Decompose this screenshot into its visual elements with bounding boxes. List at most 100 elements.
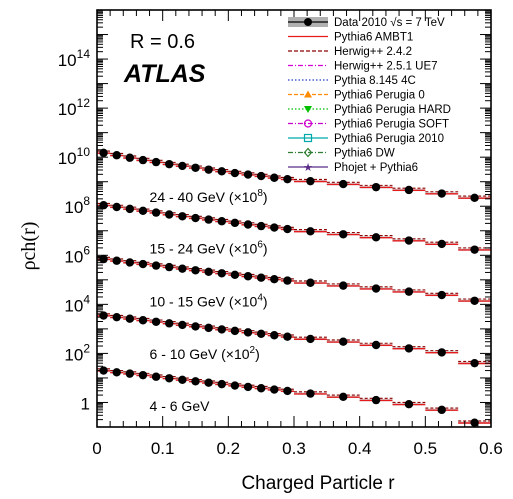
- data-point: [243, 272, 253, 281]
- data-point: [125, 153, 135, 162]
- data-point: [283, 174, 292, 184]
- legend-label: Pythia6 AMBT1: [334, 32, 413, 44]
- data-point: [371, 182, 381, 192]
- series-0: [97, 148, 491, 203]
- data-point: [283, 224, 292, 234]
- data-point: [306, 334, 315, 344]
- series-label: 15 - 24 GeV (×106): [150, 239, 268, 256]
- data-point: [230, 218, 240, 228]
- radius-annotation: R = 0.6: [130, 31, 195, 53]
- data-point: [470, 418, 479, 427]
- data-point: [217, 379, 226, 389]
- y-tick-label: 106: [64, 243, 90, 266]
- data-point: [191, 163, 200, 172]
- data-point: [151, 261, 161, 270]
- x-tick-label: 0.5: [414, 439, 438, 458]
- data-point: [243, 170, 253, 179]
- series-4: [97, 366, 491, 427]
- data-point: [217, 217, 226, 226]
- data-point: [112, 151, 121, 160]
- legend: Data 2010 √s = 7 TeV Pythia6 AMBT1 Herwig+…: [288, 16, 451, 174]
- data-point: [191, 322, 200, 331]
- x-tick-label: 0.2: [217, 439, 241, 458]
- legend-entry: Herwig++ 2.4.2: [288, 46, 412, 58]
- data-point: [470, 296, 479, 305]
- x-tick-labels: 0 0.1 0.2 0.3 0.4 0.5 0.6: [92, 439, 503, 458]
- data-point: [178, 264, 187, 273]
- legend-marker: [303, 147, 313, 158]
- data-point: [306, 278, 315, 287]
- data-point: [230, 326, 240, 336]
- y-tick-label: 102: [64, 341, 90, 364]
- legend-marker: [303, 119, 313, 128]
- data-point: [112, 256, 121, 265]
- data-point: [270, 223, 279, 232]
- legend-label: Pythia6 Perugia 0: [334, 90, 425, 102]
- y-tick-label: 108: [64, 194, 90, 217]
- data-point: [256, 171, 266, 181]
- data-point: [204, 378, 213, 387]
- data-point: [112, 368, 121, 377]
- data-point: [306, 389, 315, 398]
- data-point: [404, 185, 414, 195]
- data-point: [138, 370, 148, 380]
- data-point: [339, 230, 348, 239]
- data-point: [339, 281, 348, 290]
- data-point: [230, 168, 240, 178]
- legend-entry: Data 2010 √s = 7 TeV: [288, 16, 445, 29]
- data-point: [165, 210, 174, 219]
- legend-label: Phojet + Pythia6: [334, 162, 418, 174]
- data-point: [470, 358, 479, 368]
- series-label: 10 - 15 GeV (×104): [150, 293, 268, 310]
- data-point: [125, 314, 135, 323]
- legend-label: Pythia6 Perugia 2010: [334, 133, 444, 145]
- data-point: [256, 329, 266, 339]
- data-point: [125, 258, 135, 267]
- data-point: [204, 323, 213, 333]
- data-point: [270, 331, 279, 340]
- data-point: [178, 161, 187, 171]
- data-point: [283, 276, 292, 285]
- atlas-annotation: ATLAS: [123, 60, 206, 88]
- legend-marker: [304, 90, 312, 98]
- data-point: [306, 176, 315, 186]
- legend-marker: ★: [303, 161, 313, 174]
- data-point: [99, 311, 108, 320]
- data-point: [437, 189, 446, 198]
- data-point: [230, 381, 240, 390]
- data-point: [204, 267, 213, 277]
- y-tick-labels: 1014 1012 1010 108 106 104 102 1: [58, 47, 91, 413]
- data-point: [256, 384, 266, 393]
- data-point: [371, 284, 381, 293]
- series-label: 4 - 6 GeV: [150, 398, 211, 414]
- data-point: [283, 386, 292, 396]
- legend-label: Pythia6 DW: [334, 148, 395, 160]
- y-tick-label: 1012: [58, 96, 91, 119]
- y-tick-label: 1014: [58, 47, 91, 70]
- x-tick-label: 0.1: [151, 439, 175, 458]
- data-point: [165, 262, 174, 272]
- legend-entry: Pythia6 Perugia 2010: [288, 133, 444, 145]
- data-point: [404, 344, 414, 353]
- y-tick-label: 1: [81, 394, 90, 413]
- legend-entry: Pythia6 DW: [288, 148, 395, 160]
- y-tick-label: 104: [64, 292, 90, 315]
- data-point: [404, 287, 414, 296]
- data-point: [165, 319, 174, 328]
- data-point: [138, 316, 148, 325]
- x-tick-label: 0.4: [348, 439, 372, 458]
- data-point: [165, 374, 174, 383]
- data-point: [256, 221, 266, 231]
- data-series-group: [97, 148, 491, 427]
- data-point: [283, 332, 292, 341]
- data-point: [191, 266, 200, 275]
- series-3: [97, 311, 491, 368]
- legend-label: Pythia6 Perugia HARD: [334, 104, 451, 116]
- data-point: [437, 239, 446, 249]
- legend-entry: Pythia6 Perugia 0: [288, 90, 425, 102]
- series-1: [97, 201, 491, 254]
- data-point: [178, 320, 187, 330]
- legend-label: Pythia6 Perugia SOFT: [334, 119, 449, 131]
- legend-entry: Pythia6 Perugia SOFT: [288, 119, 449, 131]
